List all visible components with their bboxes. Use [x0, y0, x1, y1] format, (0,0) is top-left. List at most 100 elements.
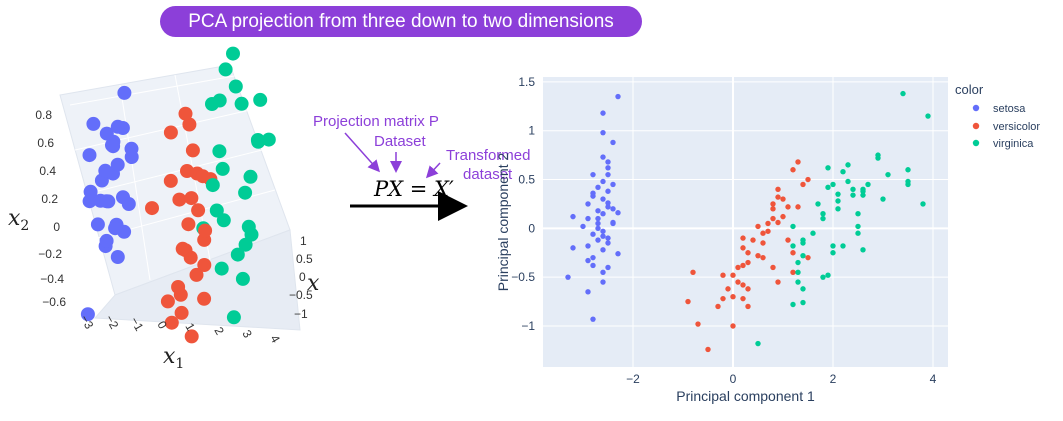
x1-tick-label: −2	[102, 313, 121, 332]
data-point-3d-setosa	[99, 233, 114, 248]
data-point-3d-virginica	[215, 161, 230, 176]
data-point-setosa	[590, 262, 596, 269]
data-point-virginica	[900, 90, 906, 97]
data-point-3d-virginica	[226, 46, 240, 61]
tick-labels: −2 0 2 4 1.5 1 0.5 0 −0.5 −1	[511, 75, 936, 386]
legend-title: color	[955, 82, 984, 97]
data-point-3d-setosa	[86, 116, 101, 131]
data-point-3d-setosa	[99, 126, 114, 141]
y-tick-label: 1.5	[518, 75, 535, 89]
data-point-virginica	[795, 269, 801, 275]
data-point-3d-virginica	[230, 247, 245, 262]
x2-tick-label: 0.2	[41, 192, 58, 206]
y-tick-label: −1	[521, 319, 535, 333]
data-point-setosa	[600, 178, 606, 185]
data-point-virginica	[835, 191, 841, 197]
data-point-setosa	[605, 188, 611, 194]
data-point-versicolor	[740, 235, 746, 241]
plot-area	[543, 77, 948, 367]
data-point-virginica	[825, 272, 831, 278]
data-point-virginica	[795, 279, 801, 285]
legend-item-versicolor[interactable]: versicolor	[972, 121, 1041, 133]
data-point-virginica	[860, 192, 866, 198]
data-point-setosa	[590, 171, 596, 178]
data-point-setosa	[605, 235, 611, 241]
x3-tick-label: −0.5	[289, 288, 313, 302]
data-point-3d-virginica	[234, 96, 249, 111]
x3-tick-labels: 1 0.5 0 −0.5 −1	[289, 234, 313, 321]
x-tick-label: 0	[730, 372, 737, 386]
data-point-3d-setosa	[99, 194, 114, 209]
points-2d-group	[565, 90, 931, 353]
data-point-versicolor	[785, 204, 791, 210]
data-point-3d-versicolor	[174, 305, 189, 320]
data-point-virginica	[855, 211, 861, 217]
data-point-3d-versicolor	[189, 267, 204, 282]
data-point-virginica	[825, 184, 831, 191]
data-point-setosa	[600, 110, 606, 116]
data-point-setosa	[590, 190, 596, 196]
data-point-3d-virginica	[238, 185, 253, 200]
data-point-3d-versicolor	[145, 201, 159, 216]
data-point-versicolor	[775, 194, 781, 200]
data-point-setosa	[605, 264, 611, 271]
x2-axis-label: x2	[8, 206, 29, 234]
data-point-3d-setosa	[124, 141, 139, 156]
legend-item-virginica[interactable]: virginica	[972, 138, 1034, 150]
data-point-setosa	[570, 213, 576, 220]
data-point-setosa	[595, 184, 601, 191]
data-point-virginica	[830, 181, 836, 188]
x3-tick-label: 0	[299, 270, 306, 284]
data-point-versicolor	[750, 237, 756, 243]
x3-tick-label: 0.5	[296, 252, 313, 266]
data-point-setosa	[570, 245, 576, 251]
data-point-setosa	[605, 240, 611, 246]
data-point-versicolor	[740, 295, 746, 302]
data-point-virginica	[865, 181, 871, 188]
data-point-versicolor	[690, 269, 696, 275]
scatter-3d-plot: 0.8 0.6 0.4 0.2 0 −0.2 −0.4 −0.6 −3 −2 −…	[8, 46, 320, 372]
data-point-virginica	[860, 247, 866, 253]
x3-axis-label: x3	[307, 271, 320, 299]
data-point-virginica	[810, 230, 816, 236]
grid-line-3d	[69, 74, 241, 106]
data-point-setosa	[590, 231, 596, 237]
legend-item-setosa[interactable]: setosa	[972, 103, 1026, 115]
data-point-3d-setosa	[98, 163, 113, 178]
x-tick-label: −2	[626, 372, 640, 386]
data-point-virginica	[815, 201, 821, 207]
data-point-virginica	[905, 181, 911, 188]
data-point-3d-versicolor	[191, 203, 206, 218]
data-point-setosa	[610, 139, 616, 146]
data-point-versicolor	[795, 159, 801, 165]
data-point-versicolor	[800, 181, 806, 188]
data-point-setosa	[610, 220, 616, 227]
data-point-setosa	[600, 211, 606, 217]
data-point-virginica	[875, 155, 881, 161]
data-point-virginica	[920, 201, 926, 207]
data-point-3d-versicolor	[182, 117, 197, 132]
data-point-versicolor	[730, 293, 736, 300]
x2-tick-label: −0.6	[42, 295, 66, 309]
legend-label: setosa	[993, 103, 1026, 115]
data-point-setosa	[595, 215, 601, 222]
grid-line-3d	[81, 149, 263, 196]
data-point-virginica	[840, 169, 846, 175]
data-point-versicolor	[770, 264, 776, 271]
data-point-virginica	[820, 215, 826, 222]
data-point-setosa	[605, 159, 611, 165]
data-point-setosa	[585, 257, 591, 264]
data-point-virginica	[820, 211, 826, 217]
data-point-3d-setosa	[110, 250, 125, 264]
data-point-3d-versicolor	[160, 294, 175, 309]
data-point-setosa	[565, 274, 571, 280]
data-point-virginica	[820, 274, 826, 280]
data-point-versicolor	[765, 228, 771, 234]
data-point-versicolor	[685, 298, 691, 305]
data-point-3d-virginica	[216, 213, 231, 228]
data-point-setosa	[600, 233, 606, 239]
data-point-3d-setosa	[121, 197, 136, 211]
y-tick-label: 1	[528, 124, 535, 138]
x-tick-label: 4	[930, 372, 937, 386]
data-point-virginica	[885, 171, 891, 178]
